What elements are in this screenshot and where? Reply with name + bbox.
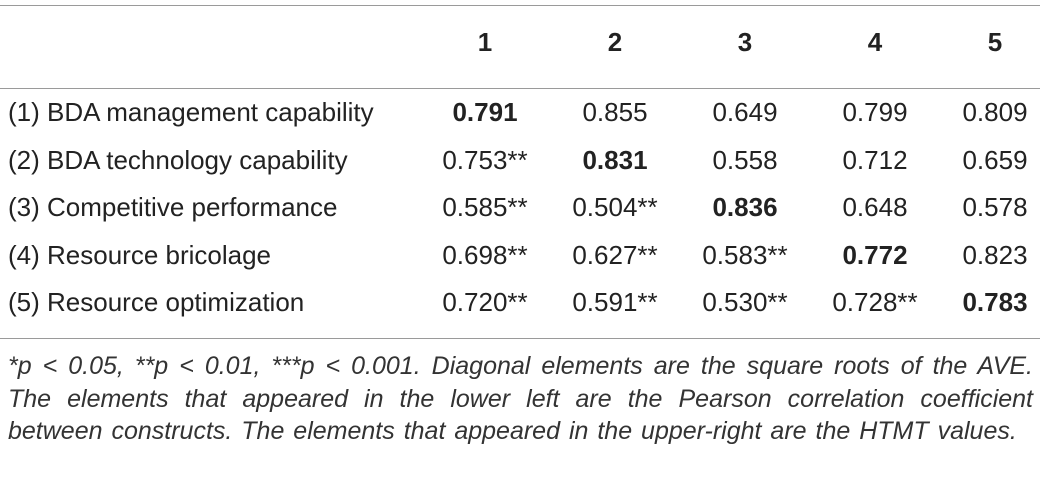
cell-value: 0.720**	[442, 287, 528, 317]
cell-value: 0.831	[582, 144, 648, 175]
cell-value: 0.648	[842, 192, 908, 222]
cell-value: 0.627**	[572, 239, 658, 270]
cell-value: 0.791	[452, 97, 518, 127]
cell-value: 0.836	[712, 192, 778, 222]
cell-value: 0.530**	[702, 287, 788, 317]
cell-value: 0.591**	[572, 287, 658, 317]
cell-value: 0.558	[712, 144, 778, 175]
cell-value: 0.649	[712, 97, 778, 127]
column-header: 5	[987, 27, 1003, 57]
cell-value: 0.578	[962, 192, 1028, 222]
column-header: 1	[477, 27, 493, 57]
row-label: (1) BDA management capability	[8, 97, 374, 127]
cell-value: 0.712	[842, 144, 908, 175]
cell-value: 0.698**	[442, 239, 528, 270]
cell-value: 0.585**	[442, 192, 528, 222]
cell-value: 0.772	[842, 239, 908, 270]
bottom-rule	[0, 338, 1040, 339]
row-label: (5) Resource optimization	[8, 287, 305, 317]
cell-value: 0.583**	[702, 239, 788, 270]
cell-value: 0.799	[842, 97, 908, 127]
column-header: 3	[737, 27, 753, 57]
cell-value: 0.504**	[572, 192, 658, 222]
cell-value: 0.783	[962, 287, 1028, 317]
row-label: (4) Resource bricolage	[8, 239, 272, 270]
cell-value: 0.855	[582, 97, 648, 127]
row-label: (3) Competitive performance	[8, 192, 338, 222]
column-header: 2	[607, 27, 623, 57]
cell-value: 0.753**	[442, 144, 528, 175]
top-rule	[0, 5, 1040, 6]
row-label: (2) BDA technology capability	[8, 144, 348, 175]
footnote: *p < 0.05, **p < 0.01, ***p < 0.001. Dia…	[8, 352, 1033, 445]
cell-value: 0.659	[962, 144, 1028, 175]
cell-value: 0.823	[962, 239, 1028, 270]
column-header: 4	[867, 27, 883, 57]
cell-value: 0.728**	[832, 287, 918, 317]
header-rule	[0, 88, 1040, 89]
cell-value: 0.809	[962, 97, 1028, 127]
